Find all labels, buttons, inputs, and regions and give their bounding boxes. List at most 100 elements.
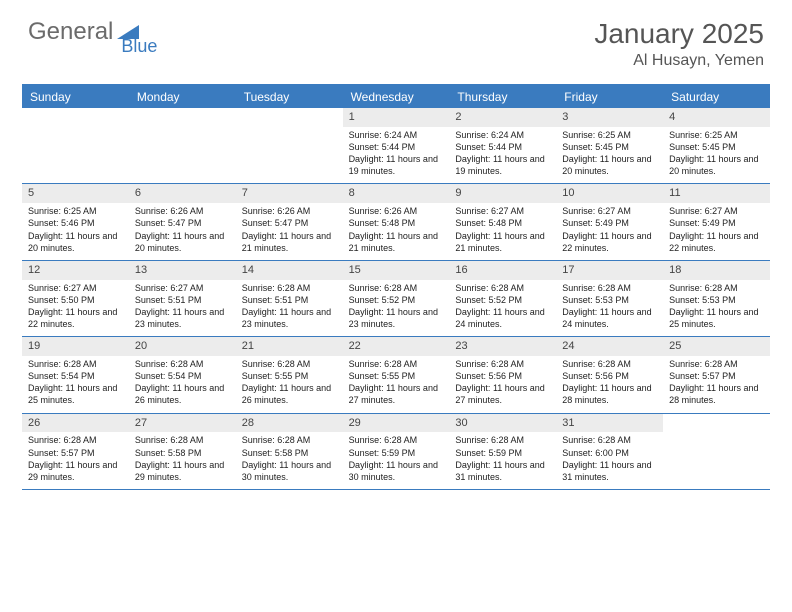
sunset-line: Sunset: 6:00 PM — [562, 447, 657, 459]
sunset-line: Sunset: 5:58 PM — [135, 447, 230, 459]
day-number: 28 — [236, 414, 343, 433]
day-number: 5 — [22, 184, 129, 203]
sunrise-line: Sunrise: 6:28 AM — [562, 358, 657, 370]
day-details: Sunrise: 6:28 AMSunset: 5:57 PMDaylight:… — [22, 432, 129, 489]
daylight-line: Daylight: 11 hours and 29 minutes. — [135, 459, 230, 483]
daylight-line: Daylight: 11 hours and 22 minutes. — [562, 230, 657, 254]
day-number: 23 — [449, 337, 556, 356]
weeks-container: 0...0...0...1Sunrise: 6:24 AMSunset: 5:4… — [22, 108, 770, 490]
sunset-line: Sunset: 5:57 PM — [669, 370, 764, 382]
day-number: 13 — [129, 261, 236, 280]
location: Al Husayn, Yemen — [594, 52, 764, 70]
sunset-line: Sunset: 5:59 PM — [455, 447, 550, 459]
sunrise-line: Sunrise: 6:28 AM — [349, 434, 444, 446]
sunrise-line: Sunrise: 6:25 AM — [562, 129, 657, 141]
day-details: Sunrise: 6:28 AMSunset: 5:54 PMDaylight:… — [129, 356, 236, 413]
day-number: 12 — [22, 261, 129, 280]
day-number: 6 — [129, 184, 236, 203]
day-details: Sunrise: 6:28 AMSunset: 5:58 PMDaylight:… — [129, 432, 236, 489]
sunset-line: Sunset: 5:48 PM — [455, 217, 550, 229]
sunset-line: Sunset: 5:53 PM — [562, 294, 657, 306]
daylight-line: Daylight: 11 hours and 21 minutes. — [242, 230, 337, 254]
day-details: Sunrise: 6:28 AMSunset: 5:52 PMDaylight:… — [343, 280, 450, 337]
day-number: 30 — [449, 414, 556, 433]
week-row: 26Sunrise: 6:28 AMSunset: 5:57 PMDayligh… — [22, 414, 770, 490]
day-cell: 25Sunrise: 6:28 AMSunset: 5:57 PMDayligh… — [663, 337, 770, 412]
day-number: 25 — [663, 337, 770, 356]
daylight-line: Daylight: 11 hours and 20 minutes. — [562, 153, 657, 177]
week-row: 5Sunrise: 6:25 AMSunset: 5:46 PMDaylight… — [22, 184, 770, 260]
sunrise-line: Sunrise: 6:28 AM — [242, 434, 337, 446]
sunset-line: Sunset: 5:55 PM — [349, 370, 444, 382]
daylight-line: Daylight: 11 hours and 21 minutes. — [455, 230, 550, 254]
day-number: 15 — [343, 261, 450, 280]
daylight-line: Daylight: 11 hours and 24 minutes. — [562, 306, 657, 330]
day-cell: 3Sunrise: 6:25 AMSunset: 5:45 PMDaylight… — [556, 108, 663, 183]
sunrise-line: Sunrise: 6:26 AM — [135, 205, 230, 217]
day-details: Sunrise: 6:28 AMSunset: 5:52 PMDaylight:… — [449, 280, 556, 337]
day-cell: 31Sunrise: 6:28 AMSunset: 6:00 PMDayligh… — [556, 414, 663, 489]
daylight-line: Daylight: 11 hours and 24 minutes. — [455, 306, 550, 330]
daylight-line: Daylight: 11 hours and 31 minutes. — [455, 459, 550, 483]
day-cell: 10Sunrise: 6:27 AMSunset: 5:49 PMDayligh… — [556, 184, 663, 259]
day-number: 7 — [236, 184, 343, 203]
day-cell: 0... — [129, 108, 236, 183]
sunrise-line: Sunrise: 6:28 AM — [242, 358, 337, 370]
day-details: Sunrise: 6:28 AMSunset: 5:56 PMDaylight:… — [556, 356, 663, 413]
day-cell: 4 Sunrise: 6:25 AMSunset: 5:45 PMDaylight… — [663, 108, 770, 183]
day-number: 10 — [556, 184, 663, 203]
sunrise-line: Sunrise: 6:28 AM — [242, 282, 337, 294]
day-number: 21 — [236, 337, 343, 356]
daylight-line: Daylight: 11 hours and 25 minutes. — [28, 382, 123, 406]
day-cell: 26Sunrise: 6:28 AMSunset: 5:57 PMDayligh… — [22, 414, 129, 489]
day-details: Sunrise: 6:24 AMSunset: 5:44 PMDaylight:… — [449, 127, 556, 184]
daylight-line: Daylight: 11 hours and 28 minutes. — [669, 382, 764, 406]
day-number: 27 — [129, 414, 236, 433]
sunrise-line: Sunrise: 6:27 AM — [135, 282, 230, 294]
day-details: Sunrise: 6:28 AMSunset: 5:53 PMDaylight:… — [556, 280, 663, 337]
day-cell: 29Sunrise: 6:28 AMSunset: 5:59 PMDayligh… — [343, 414, 450, 489]
sunset-line: Sunset: 5:49 PM — [562, 217, 657, 229]
sunrise-line: Sunrise: 6:26 AM — [349, 205, 444, 217]
day-cell: 0... — [22, 108, 129, 183]
day-number: 18 — [663, 261, 770, 280]
day-details: Sunrise: 6:28 AMSunset: 5:59 PMDaylight:… — [449, 432, 556, 489]
sunset-line: Sunset: 5:47 PM — [135, 217, 230, 229]
sunrise-line: Sunrise: 6:24 AM — [349, 129, 444, 141]
day-details: Sunrise: 6:28 AMSunset: 6:00 PMDaylight:… — [556, 432, 663, 489]
title-block: January 2025 Al Husayn, Yemen — [594, 18, 764, 70]
day-header-cell: Thursday — [449, 86, 556, 108]
day-cell: 0... — [236, 108, 343, 183]
daylight-line: Daylight: 11 hours and 20 minutes. — [669, 153, 764, 177]
day-cell: 16Sunrise: 6:28 AMSunset: 5:52 PMDayligh… — [449, 261, 556, 336]
day-cell: 11Sunrise: 6:27 AMSunset: 5:49 PMDayligh… — [663, 184, 770, 259]
day-number: 16 — [449, 261, 556, 280]
day-number: 9 — [449, 184, 556, 203]
daylight-line: Daylight: 11 hours and 26 minutes. — [242, 382, 337, 406]
sunset-line: Sunset: 5:44 PM — [455, 141, 550, 153]
daylight-line: Daylight: 11 hours and 19 minutes. — [455, 153, 550, 177]
day-details: Sunrise: 6:28 AMSunset: 5:59 PMDaylight:… — [343, 432, 450, 489]
daylight-line: Daylight: 11 hours and 22 minutes. — [28, 306, 123, 330]
sunrise-line: Sunrise: 6:25 AM — [669, 129, 764, 141]
sunset-line: Sunset: 5:44 PM — [349, 141, 444, 153]
day-cell: 20Sunrise: 6:28 AMSunset: 5:54 PMDayligh… — [129, 337, 236, 412]
day-cell: 28Sunrise: 6:28 AMSunset: 5:58 PMDayligh… — [236, 414, 343, 489]
daylight-line: Daylight: 11 hours and 25 minutes. — [669, 306, 764, 330]
month-title: January 2025 — [594, 18, 764, 50]
sunset-line: Sunset: 5:48 PM — [349, 217, 444, 229]
sunset-line: Sunset: 5:45 PM — [669, 141, 764, 153]
day-header-row: SundayMondayTuesdayWednesdayThursdayFrid… — [22, 86, 770, 108]
day-cell: 19Sunrise: 6:28 AMSunset: 5:54 PMDayligh… — [22, 337, 129, 412]
day-details: Sunrise: 6:27 AMSunset: 5:49 PMDaylight:… — [663, 203, 770, 260]
sunrise-line: Sunrise: 6:28 AM — [455, 282, 550, 294]
day-header-cell: Sunday — [22, 86, 129, 108]
week-row: 19Sunrise: 6:28 AMSunset: 5:54 PMDayligh… — [22, 337, 770, 413]
day-details: Sunrise: 6:26 AMSunset: 5:47 PMDaylight:… — [236, 203, 343, 260]
day-cell: 8Sunrise: 6:26 AMSunset: 5:48 PMDaylight… — [343, 184, 450, 259]
day-number: 4 — [663, 108, 770, 127]
sunset-line: Sunset: 5:59 PM — [349, 447, 444, 459]
logo-text-blue: Blue — [121, 36, 157, 57]
sunset-line: Sunset: 5:52 PM — [455, 294, 550, 306]
daylight-line: Daylight: 11 hours and 22 minutes. — [669, 230, 764, 254]
